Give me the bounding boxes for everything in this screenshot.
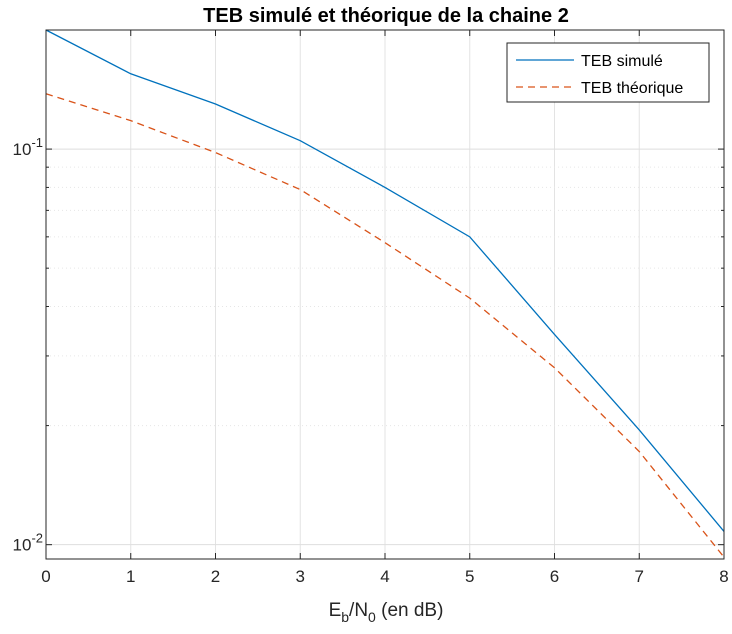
series-line-2 [45, 93, 725, 558]
x-tick-label: 1 [126, 567, 135, 586]
x-tick-label: 3 [296, 567, 305, 586]
y-tick-label: 10-2 [13, 531, 43, 555]
x-tick-label: 4 [380, 567, 389, 586]
legend: TEB simulé TEB théorique [506, 42, 710, 103]
x-axis-ticks: 0 1 2 3 4 5 6 7 8 [41, 30, 729, 586]
legend-box [506, 42, 710, 103]
series-line-1 [45, 29, 725, 532]
x-tick-label: 7 [635, 567, 644, 586]
chart-title: TEB simulé et théorique de la chaine 2 [203, 5, 569, 27]
x-tick-label: 5 [465, 567, 474, 586]
x-axis-label: Eb/N0 (en dB) [329, 600, 444, 625]
x-tick-label: 8 [719, 567, 728, 586]
legend-label-1: TEB simulé [581, 53, 663, 70]
x-tick-label: 0 [41, 567, 50, 586]
y-axis-ticks: 10-1 10-2 [13, 29, 724, 555]
series-lines [45, 29, 725, 558]
x-tick-label: 6 [550, 567, 559, 586]
y-tick-label: 10-1 [13, 135, 43, 159]
x-tick-label: 2 [211, 567, 220, 586]
legend-label-2: TEB théorique [581, 80, 683, 97]
